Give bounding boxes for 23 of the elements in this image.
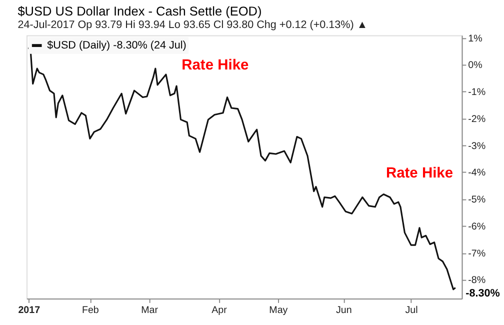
chart-title: $USD US Dollar Index - Cash Settle (EOD): [18, 3, 262, 18]
x-tick-label: Jun: [336, 304, 352, 316]
y-tick-label: -1%: [468, 87, 486, 98]
y-tick-label: 1%: [468, 33, 483, 44]
annotation: Rate Hike: [182, 58, 249, 74]
chart-subtitle: 24-Jul-2017 Op 93.79 Hi 93.94 Lo 93.65 Cl 93.80 Chg +0.12 (+0.13%) ▲: [18, 19, 368, 32]
y-tick-label: -5%: [468, 194, 486, 206]
y-tick-label: -4%: [468, 168, 486, 179]
y-tick-label: 0%: [468, 60, 483, 72]
y-tick-label: -2%: [468, 114, 486, 125]
x-tick-label: Apr: [212, 304, 228, 316]
y-tick-label: -7%: [468, 248, 486, 260]
x-tick-label: 2017: [18, 304, 41, 316]
legend-label: $USD (Daily) -8.30% (24 Jul): [47, 39, 186, 52]
annotation: -8.30%: [466, 288, 500, 300]
y-tick-label: -8%: [468, 275, 486, 286]
x-tick-label: Mar: [141, 304, 159, 316]
x-tick-label: Jul: [405, 304, 418, 316]
y-tick-label: -3%: [468, 140, 486, 152]
x-tick-label: May: [269, 304, 288, 316]
y-tick-label: -6%: [468, 221, 486, 232]
annotation: Rate Hike: [386, 166, 454, 182]
x-tick-label: Feb: [82, 304, 100, 316]
